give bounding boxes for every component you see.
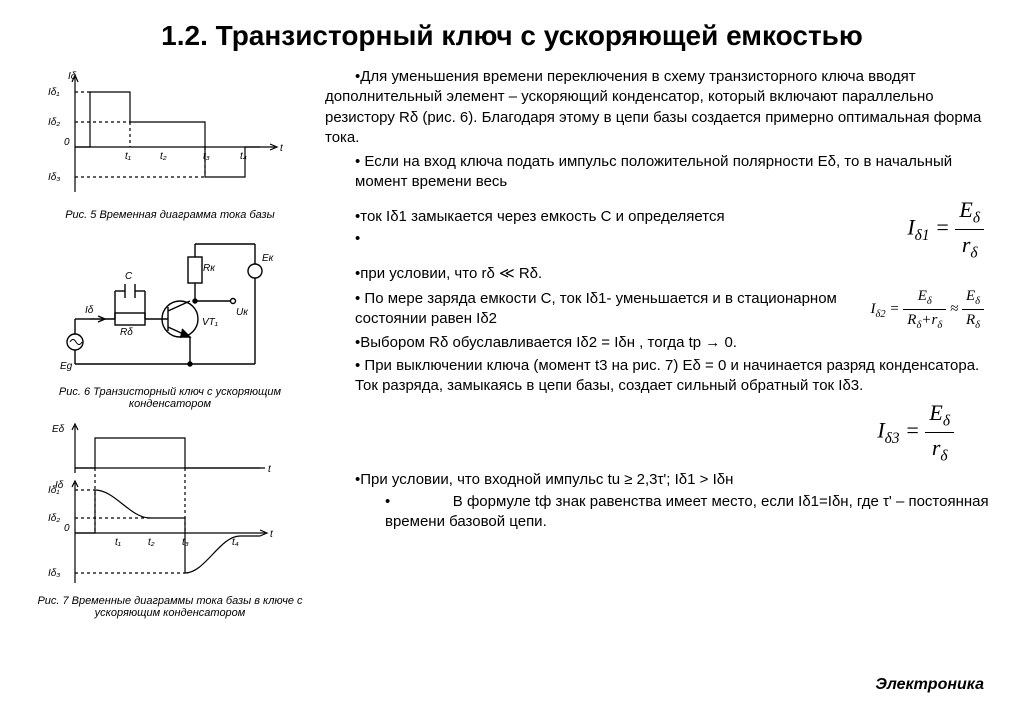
svg-text:Eg: Eg: [60, 361, 73, 372]
figure-5-caption: Рис. 5 Временная диаграмма тока базы: [30, 209, 310, 221]
b6-text: При условии, что входной импульс tu ≥ 2,…: [360, 471, 733, 488]
svg-text:t₁: t₁: [115, 537, 121, 548]
bullet-1: • Если на вход ключа подать импульс поло…: [325, 152, 994, 193]
svg-text:Eδ: Eδ: [52, 424, 65, 435]
svg-text:VT₁: VT₁: [202, 317, 218, 328]
svg-text:Iδ₃: Iδ₃: [48, 172, 60, 183]
figure-5: Iδ Iδ₁ Iδ₂ 0 Iδ₃ t₁ t₂ t₃ t₄ t Рис. 5 Вр…: [30, 67, 310, 221]
bullet-empty1: •: [325, 229, 897, 249]
bullet-2: •при условии, что rδ ≪ Rδ.: [325, 264, 994, 284]
figure-7: Eδ t Iδ Iδ₁ Iδ₂ 0 Iδ₃ t₁ t₂ t₃ t₄ t Рис.: [30, 418, 310, 619]
formula-1: Iδ1 = Eδrδ: [907, 195, 994, 264]
b1b-text: ток Iδ1 замыкается через емкость С и опр…: [360, 208, 724, 225]
svg-text:t₁: t₁: [125, 151, 131, 162]
svg-text:Uк: Uк: [236, 307, 249, 318]
formula-2: Iδ2 = EδRδ+rδ ≈ EδRδ: [871, 286, 994, 333]
svg-text:Iδ₁: Iδ₁: [48, 87, 60, 98]
svg-text:Iδ₁: Iδ₁: [48, 485, 60, 496]
svg-text:t₄: t₄: [240, 151, 247, 162]
para1-text: Для уменьшения времени переключения в сх…: [325, 68, 981, 146]
svg-text:Iδ: Iδ: [85, 305, 94, 316]
content-row: Iδ Iδ₁ Iδ₂ 0 Iδ₃ t₁ t₂ t₃ t₄ t Рис. 5 Вр…: [30, 67, 994, 627]
paragraph-1: •Для уменьшения времени переключения в с…: [325, 67, 994, 148]
bullet-5: • При выключении ключа (момент t3 на рис…: [325, 356, 994, 397]
b7-text: В формуле tф знак равенства имеет место,…: [385, 493, 989, 530]
formula-3: Iδ3 = Eδrδ: [325, 398, 994, 467]
footer-label: Электроника: [875, 676, 984, 694]
svg-text:t₂: t₂: [160, 151, 167, 162]
svg-text:t₃: t₃: [203, 151, 210, 162]
svg-text:Iδ₂: Iδ₂: [48, 117, 60, 128]
svg-text:Iδ₂: Iδ₂: [48, 513, 60, 524]
b2-text: при условии, что rδ ≪ Rδ.: [360, 265, 542, 282]
bullet-3: • По мере заряда емкости С, ток Iδ1- уме…: [325, 289, 861, 330]
b4-text: Выбором Rδ обуславливается Iδ2 = Iδн , т…: [360, 334, 737, 351]
figures-column: Iδ Iδ₁ Iδ₂ 0 Iδ₃ t₁ t₂ t₃ t₄ t Рис. 5 Вр…: [30, 67, 310, 627]
bullet-1b: •ток Iδ1 замыкается через емкость С и оп…: [325, 207, 897, 227]
figure-6: C Rδ Iδ Eg Rк Eк Uк VT₁ Рис. 6 Транзисто…: [30, 229, 310, 410]
svg-text:0: 0: [64, 137, 70, 148]
svg-text:t: t: [280, 143, 284, 154]
svg-text:Iδ₃: Iδ₃: [48, 568, 60, 579]
bullet-7: • В формуле tф знак равенства имеет мест…: [325, 492, 994, 533]
svg-text:t₂: t₂: [148, 537, 155, 548]
svg-text:t: t: [268, 464, 272, 475]
text-column: • Для уменьшения времени переключения в с…: [325, 67, 994, 627]
svg-text:Eк: Eк: [262, 253, 275, 264]
svg-text:t₃: t₃: [182, 537, 189, 548]
svg-text:t₄: t₄: [232, 537, 239, 548]
bullet-6: •При условии, что входной импульс tu ≥ 2…: [325, 470, 994, 490]
bullet-4: •Выбором Rδ обуславливается Iδ2 = Iδн , …: [325, 333, 994, 353]
b5-text: При выключении ключа (момент t3 на рис. …: [355, 357, 979, 394]
b3-text: По мере заряда емкости С, ток Iδ1- умень…: [355, 290, 837, 327]
figure-7-caption: Рис. 7 Временные диаграммы тока базы в к…: [30, 595, 310, 619]
svg-text:Iδ: Iδ: [68, 71, 77, 82]
figure-6-caption: Рис. 6 Транзисторный ключ с ускоряющим к…: [30, 386, 310, 410]
svg-text:Rк: Rк: [203, 263, 216, 274]
svg-text:C: C: [125, 271, 133, 282]
b1-text: Если на вход ключа подать импульс положи…: [355, 153, 952, 190]
svg-text:Rδ: Rδ: [120, 327, 133, 338]
svg-text:t: t: [270, 529, 274, 540]
svg-text:0: 0: [64, 523, 70, 534]
slide-title: 1.2. Транзисторный ключ с ускоряющей емк…: [30, 20, 994, 52]
